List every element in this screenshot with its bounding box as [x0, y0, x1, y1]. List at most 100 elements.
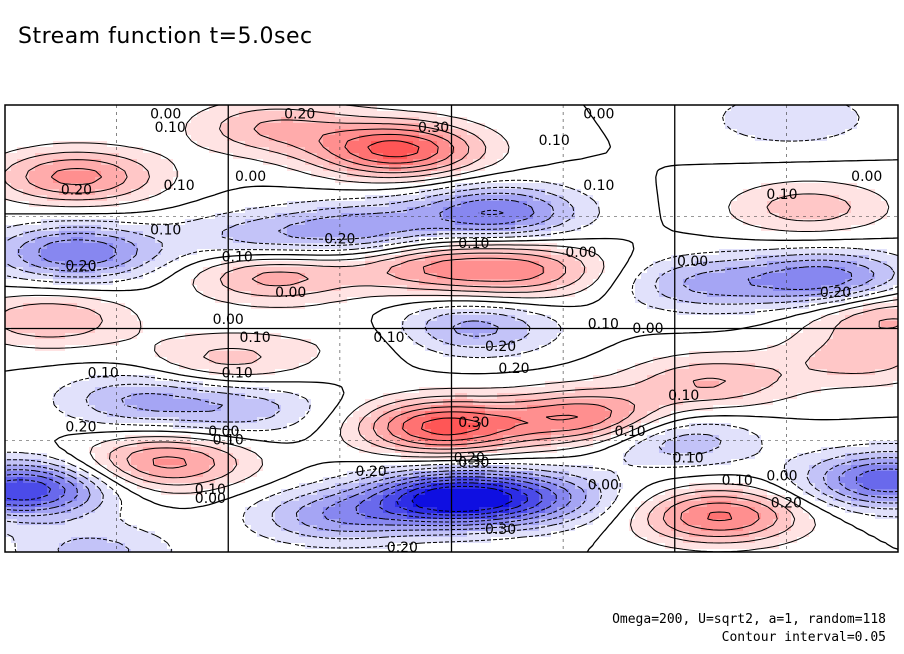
- field-cell: [17, 261, 24, 268]
- field-cell: [857, 201, 864, 208]
- field-cell: [155, 291, 162, 298]
- field-cell: [725, 207, 732, 214]
- field-cell: [599, 123, 606, 130]
- field-cell: [707, 297, 714, 304]
- field-cell: [503, 135, 510, 142]
- field-cell: [539, 117, 546, 124]
- field-cell: [617, 135, 624, 142]
- field-cell: [383, 285, 390, 292]
- field-cell: [605, 285, 612, 292]
- field-cell: [143, 153, 150, 160]
- field-cell: [851, 129, 858, 136]
- field-cell: [647, 123, 654, 130]
- field-cell: [65, 153, 72, 160]
- field-cell: [263, 177, 270, 184]
- field-cell: [107, 267, 114, 274]
- field-cell: [443, 267, 450, 274]
- field-cell: [173, 141, 180, 148]
- field-cell: [575, 159, 582, 166]
- field-cell: [833, 153, 840, 160]
- field-cell: [881, 195, 888, 202]
- field-cell: [329, 291, 336, 298]
- field-cell: [191, 273, 198, 280]
- field-cell: [227, 201, 234, 208]
- field-cell: [575, 171, 582, 178]
- field-cell: [269, 111, 276, 118]
- field-cell: [473, 267, 480, 274]
- field-cell: [857, 213, 864, 220]
- field-cell: [731, 225, 738, 232]
- field-cell: [71, 177, 78, 184]
- field-cell: [323, 123, 330, 130]
- field-cell: [563, 195, 570, 202]
- field-cell: [653, 213, 660, 220]
- field-cell: [35, 135, 42, 142]
- field-cell: [821, 123, 828, 130]
- field-cell: [881, 153, 888, 160]
- field-cell: [65, 213, 72, 220]
- field-cell: [233, 243, 240, 250]
- field-cell: [383, 141, 390, 148]
- field-cell: [173, 297, 180, 304]
- field-cell: [653, 237, 660, 244]
- field-cell: [773, 195, 780, 202]
- field-cell: [341, 129, 348, 136]
- field-cell: [605, 159, 612, 166]
- field-cell: [281, 171, 288, 178]
- field-cell: [299, 243, 306, 250]
- field-cell: [617, 273, 624, 280]
- field-cell: [23, 177, 30, 184]
- field-cell: [551, 159, 558, 166]
- field-cell: [833, 177, 840, 184]
- field-cell: [635, 123, 642, 130]
- field-cell: [155, 117, 162, 124]
- field-cell: [11, 219, 18, 226]
- field-cell: [95, 135, 102, 142]
- field-cell: [875, 207, 882, 214]
- field-cell: [725, 291, 732, 298]
- field-cell: [353, 147, 360, 154]
- field-cell: [755, 153, 762, 160]
- field-cell: [65, 267, 72, 274]
- field-cell: [143, 183, 150, 190]
- field-cell: [551, 219, 558, 226]
- field-cell: [839, 285, 846, 292]
- field-cell: [749, 201, 756, 208]
- field-cell: [557, 105, 564, 112]
- field-cell: [893, 141, 898, 148]
- field-cell: [713, 207, 720, 214]
- field-cell: [389, 219, 396, 226]
- field-cell: [701, 177, 708, 184]
- field-cell: [425, 219, 432, 226]
- field-cell: [23, 303, 30, 310]
- field-cell: [881, 123, 888, 130]
- field-cell: [59, 147, 66, 154]
- field-cell: [497, 297, 504, 304]
- field-cell: [839, 129, 846, 136]
- field-cell: [11, 165, 18, 172]
- field-cell: [665, 279, 672, 286]
- field-cell: [737, 243, 744, 250]
- field-cell: [299, 273, 306, 280]
- field-cell: [497, 135, 504, 142]
- field-cell: [875, 261, 882, 268]
- field-cell: [395, 189, 402, 196]
- field-cell: [227, 171, 234, 178]
- field-cell: [755, 213, 762, 220]
- field-cell: [17, 297, 24, 304]
- field-cell: [341, 189, 348, 196]
- field-cell: [761, 285, 768, 292]
- field-cell: [863, 105, 870, 112]
- field-cell: [11, 117, 18, 124]
- field-cell: [83, 231, 90, 238]
- field-cell: [293, 201, 300, 208]
- field-cell: [617, 213, 624, 220]
- field-cell: [293, 177, 300, 184]
- field-cell: [293, 303, 300, 310]
- field-cell: [185, 255, 192, 262]
- field-cell: [719, 279, 726, 286]
- field-cell: [389, 171, 396, 178]
- field-cell: [203, 243, 210, 250]
- field-cell: [539, 177, 546, 184]
- field-cell: [815, 189, 822, 196]
